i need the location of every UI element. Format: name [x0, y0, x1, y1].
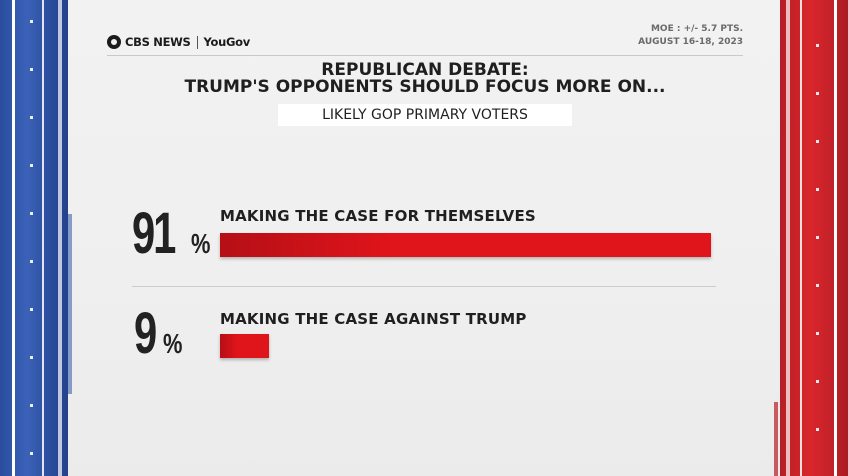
- category-label-1: MAKING THE CASE FOR THEMSELVES: [220, 207, 536, 225]
- flag-tick: [30, 212, 33, 215]
- flag-tick: [816, 188, 819, 191]
- cbs-yougov-logo: CBS NEWS YouGov: [107, 34, 250, 50]
- flag-tick: [30, 308, 33, 311]
- partner-name: YouGov: [203, 35, 251, 49]
- percent-sign-1: %: [190, 228, 210, 259]
- row-divider: [132, 286, 716, 287]
- title-line-2: TRUMP'S OPPONENTS SHOULD FOCUS MORE ON..…: [184, 77, 666, 97]
- flag-tick: [816, 332, 819, 335]
- chart-title: REPUBLICAN DEBATE: TRUMP'S OPPONENTS SHO…: [107, 62, 743, 96]
- network-name: CBS NEWS: [125, 35, 191, 49]
- right-flag-stripes: [780, 0, 848, 476]
- flag-tick: [30, 356, 33, 359]
- logo-divider: [196, 35, 198, 49]
- flag-tick: [30, 68, 33, 71]
- poll-meta: MOE : +/- 5.7 PTS. AUGUST 16-18, 2023: [638, 23, 743, 49]
- cbs-eye-icon: [107, 35, 121, 49]
- left-flag-stripes: [0, 0, 68, 476]
- bar-2: [220, 334, 269, 358]
- chart-subtitle: LIKELY GOP PRIMARY VOTERS: [322, 107, 528, 123]
- flag-tick: [816, 284, 819, 287]
- header: CBS NEWS YouGov MOE : +/- 5.7 PTS. AUGUS…: [107, 22, 743, 52]
- percent-sign-2: %: [163, 328, 183, 359]
- flag-tick: [30, 164, 33, 167]
- title-line-1: REPUBLICAN DEBATE:: [321, 60, 529, 80]
- panel-edge-right: [774, 402, 778, 476]
- flag-tick: [816, 44, 819, 47]
- value-number-1: 91: [132, 201, 176, 266]
- flag-tick: [30, 452, 33, 455]
- poll-dates: AUGUST 16-18, 2023: [638, 37, 743, 47]
- value-number-2: 9: [134, 301, 157, 366]
- flag-tick: [30, 116, 33, 119]
- flag-tick: [816, 92, 819, 95]
- flag-tick: [816, 140, 819, 143]
- value-label-1: 91%: [132, 200, 215, 267]
- header-rule: [107, 55, 743, 56]
- margin-of-error: MOE : +/- 5.7 PTS.: [650, 24, 743, 34]
- category-label-2: MAKING THE CASE AGAINST TRUMP: [220, 310, 527, 328]
- flag-tick: [30, 20, 33, 23]
- flag-tick: [30, 260, 33, 263]
- flag-tick: [30, 404, 33, 407]
- flag-tick: [816, 380, 819, 383]
- flag-tick: [816, 236, 819, 239]
- subtitle-box: LIKELY GOP PRIMARY VOTERS: [278, 104, 572, 126]
- value-label-2: 9%: [134, 300, 188, 367]
- flag-tick: [816, 428, 819, 431]
- bar-1: [220, 233, 711, 257]
- panel-edge-left: [68, 214, 72, 394]
